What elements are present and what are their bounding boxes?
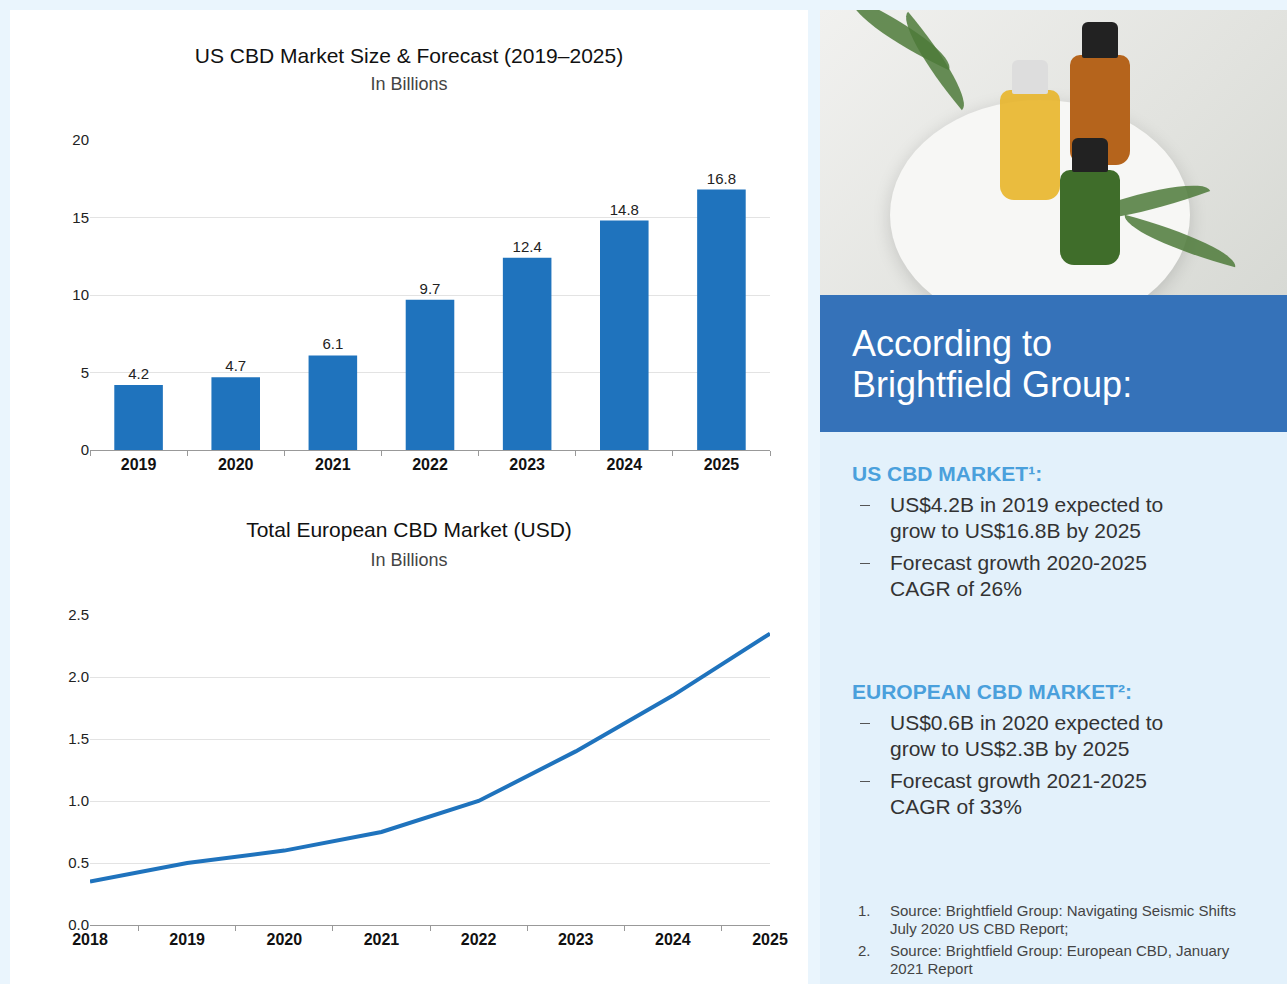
html-text:In Billions: In Billions	[370, 74, 448, 94]
svg-text:4.2: 4.2	[128, 365, 149, 382]
svg-text:2022: 2022	[412, 456, 448, 473]
svg-text:0: 0	[81, 441, 89, 458]
svg-text:10: 10	[72, 286, 89, 303]
svg-text:2025: 2025	[752, 931, 788, 948]
svg-text:2022: 2022	[461, 931, 497, 948]
svg-text:6.1: 6.1	[322, 335, 343, 352]
svg-text:2020: 2020	[266, 931, 302, 948]
svg-text:2.0: 2.0	[68, 668, 89, 685]
html-text:Total European CBD Market (USD: Total European CBD Market (USD)	[246, 518, 572, 541]
svg-text:2023: 2023	[558, 931, 594, 948]
svg-text:2024: 2024	[606, 456, 642, 473]
svg-text:0.0: 0.0	[68, 916, 89, 933]
svg-text:2024: 2024	[655, 931, 691, 948]
svg-text:20: 20	[72, 131, 89, 148]
svg-text:15: 15	[72, 209, 89, 226]
html-text:Source: Brightfield Group: Eur: Source: Brightfield Group: European CBD,…	[890, 942, 1230, 977]
svg-text:2021: 2021	[315, 456, 351, 473]
html-text:US$4.2B in 2019 expected to gr: US$4.2B in 2019 expected to grow to US$1…	[890, 493, 1164, 542]
html-text:EUROPEAN CBD MARKET²:: EUROPEAN CBD MARKET²:	[852, 680, 1132, 703]
svg-text:2025: 2025	[704, 456, 740, 473]
html-text:Forecast growth 2020-2025 CAGR: Forecast growth 2020-2025 CAGR of 26%	[890, 551, 1147, 600]
svg-text:1.5: 1.5	[68, 730, 89, 747]
html-text:Source: Brightfield Group: Nav: Source: Brightfield Group: Navigating Se…	[890, 902, 1236, 937]
svg-text:12.4: 12.4	[513, 238, 542, 255]
html-text:1.: 1.	[858, 902, 871, 919]
html-text:US CBD Market Size & Forecast: US CBD Market Size & Forecast (2019–2025…	[194, 44, 624, 67]
svg-text:16.8: 16.8	[707, 170, 736, 187]
html-text:US$0.6B in 2020 expected to gr: US$0.6B in 2020 expected to grow to US$2…	[890, 711, 1164, 760]
svg-text:9.7: 9.7	[420, 280, 441, 297]
svg-text:2020: 2020	[218, 456, 254, 473]
svg-text:14.8: 14.8	[610, 201, 639, 218]
svg-text:2019: 2019	[169, 931, 205, 948]
svg-text:2019: 2019	[121, 456, 157, 473]
svg-text:2.5: 2.5	[68, 606, 89, 623]
html-text:US CBD MARKET¹:: US CBD MARKET¹:	[852, 462, 1043, 485]
svg-text:2018: 2018	[72, 931, 108, 948]
svg-text:0.5: 0.5	[68, 854, 89, 871]
svg-text:2021: 2021	[364, 931, 400, 948]
html-text:Forecast growth 2021-2025 CAGR: Forecast growth 2021-2025 CAGR of 33%	[890, 769, 1147, 818]
html-text:In Billions: In Billions	[370, 550, 448, 570]
svg-text:5: 5	[81, 364, 89, 381]
html-text:According to Brightfield Group: According to Brightfield Group:	[852, 323, 1133, 405]
svg-text:4.7: 4.7	[225, 357, 246, 374]
html-text:2.: 2.	[858, 942, 871, 959]
svg-text:1.0: 1.0	[68, 792, 89, 809]
svg-text:2023: 2023	[509, 456, 545, 473]
